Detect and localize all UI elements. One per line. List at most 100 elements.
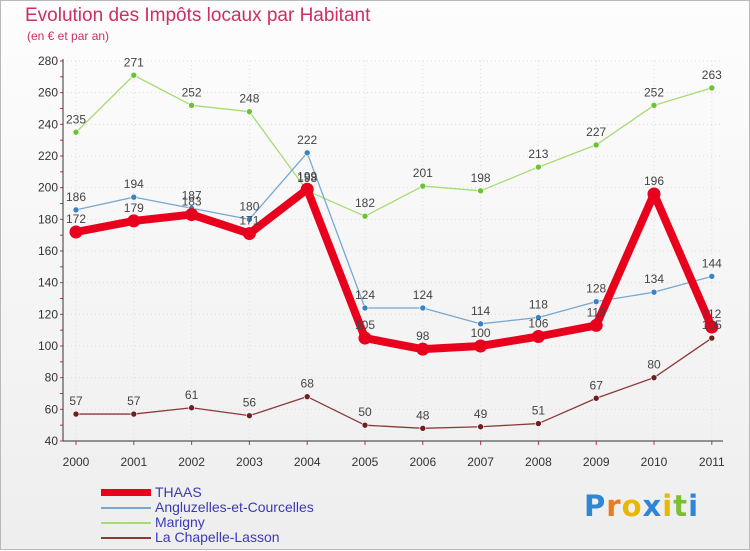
y-tick-label-40: 40 [45, 434, 59, 448]
series-line-thaas [72, 185, 716, 354]
data-point-la-chapelle [535, 420, 542, 427]
data-point-thaas [589, 318, 603, 332]
data-label-marigny: 227 [586, 125, 606, 139]
brand-letter: t [673, 489, 689, 523]
y-tick-label-260: 260 [38, 86, 58, 100]
data-label-thaas: 112 [702, 307, 721, 321]
data-label-marigny: 182 [355, 196, 375, 210]
data-point-thaas [531, 330, 545, 343]
y-tick-label-180: 180 [38, 212, 58, 226]
data-point-marigny [72, 128, 80, 136]
data-label-la-chapelle: 48 [416, 408, 430, 422]
data-label-thaas: 196 [644, 174, 664, 188]
data-label-la-chapelle: 105 [702, 318, 722, 332]
data-point-angluzelles [708, 273, 716, 280]
x-tick-label-2003: 2003 [236, 455, 263, 469]
x-tick-label-2004: 2004 [294, 455, 321, 469]
data-point-thaas [69, 225, 83, 239]
data-label-thaas: 113 [587, 305, 606, 319]
legend-swatch-angluzelles [101, 507, 151, 509]
data-label-angluzelles: 124 [355, 288, 375, 302]
data-point-angluzelles [130, 193, 138, 201]
data-label-la-chapelle: 57 [69, 394, 83, 408]
y-tick-label-60: 60 [45, 402, 59, 416]
data-label-marigny: 271 [124, 55, 144, 69]
data-label-la-chapelle: 68 [301, 377, 315, 391]
data-point-angluzelles [477, 320, 484, 328]
legend-label-thaas: THAAS [155, 484, 202, 500]
x-tick-label-2001: 2001 [120, 455, 147, 469]
data-point-angluzelles [246, 216, 253, 223]
data-label-marigny: 248 [239, 92, 259, 106]
y-tick-label-220: 220 [38, 149, 58, 163]
data-point-la-chapelle [130, 410, 138, 418]
data-label-marigny: 213 [528, 147, 548, 161]
data-point-angluzelles [592, 298, 600, 305]
data-point-angluzelles [361, 304, 369, 312]
data-point-la-chapelle [650, 374, 658, 381]
data-label-angluzelles: 114 [471, 304, 490, 318]
data-point-marigny [361, 212, 369, 220]
data-label-thaas: 179 [124, 201, 144, 215]
y-tick-label-240: 240 [38, 117, 58, 131]
legend-label-angluzelles: Angluzelles-et-Courcelles [155, 499, 314, 515]
data-label-la-chapelle: 56 [243, 396, 257, 410]
data-label-angluzelles: 180 [239, 199, 259, 213]
data-point-angluzelles [419, 304, 427, 312]
data-point-la-chapelle [419, 425, 427, 432]
legend-label-marigny: Marigny [155, 514, 205, 530]
data-label-thaas: 171 [239, 214, 259, 228]
data-label-thaas: 106 [528, 317, 548, 331]
data-label-marigny: 252 [644, 85, 664, 99]
legend-swatch-thaas [101, 489, 151, 496]
proxiti-logo: Proxiti [584, 489, 699, 523]
x-tick-label-2009: 2009 [583, 455, 610, 469]
data-point-la-chapelle [188, 404, 195, 412]
data-point-marigny [419, 182, 427, 190]
brand-letter: i [688, 489, 700, 523]
data-point-la-chapelle [303, 393, 311, 400]
data-point-marigny [535, 163, 542, 171]
data-label-la-chapelle: 61 [185, 388, 199, 402]
x-tick-label-2000: 2000 [63, 455, 90, 469]
data-point-marigny [708, 84, 716, 92]
data-label-thaas: 100 [471, 326, 491, 340]
y-tick-label-200: 200 [38, 181, 58, 195]
data-point-la-chapelle [477, 423, 484, 431]
data-label-la-chapelle: 80 [647, 358, 661, 372]
data-point-angluzelles [535, 314, 542, 321]
data-label-marigny: 252 [182, 85, 202, 99]
data-label-angluzelles: 128 [586, 282, 606, 296]
y-tick-label-280: 280 [38, 54, 58, 68]
y-tick-label-160: 160 [38, 244, 58, 258]
data-label-la-chapelle: 49 [474, 407, 488, 421]
chart-subtitle: (en € et par an) [27, 29, 110, 43]
brand-letter: P [584, 489, 607, 523]
data-label-marigny: 198 [297, 171, 317, 185]
data-label-la-chapelle: 57 [127, 394, 141, 408]
data-point-thaas [242, 227, 256, 241]
data-label-thaas: 105 [355, 318, 375, 332]
data-point-marigny [650, 102, 658, 109]
x-tick-label-2008: 2008 [525, 455, 552, 469]
data-point-thaas [474, 339, 488, 353]
data-point-marigny [592, 141, 600, 149]
data-label-la-chapelle: 67 [590, 378, 604, 392]
data-label-marigny: 235 [66, 112, 86, 126]
data-label-angluzelles: 187 [182, 188, 202, 202]
series-line-marigny [75, 74, 713, 217]
data-point-thaas [416, 342, 430, 356]
data-label-thaas: 172 [66, 212, 86, 226]
legend-swatch-marigny [101, 522, 151, 524]
data-label-marigny: 263 [702, 68, 722, 82]
brand-letter: i [662, 489, 674, 523]
series-lines [69, 71, 719, 432]
data-point-thaas [185, 208, 199, 222]
data-label-angluzelles: 118 [529, 298, 548, 312]
data-point-la-chapelle [361, 421, 369, 429]
data-label-angluzelles: 144 [702, 256, 722, 270]
data-label-angluzelles: 194 [124, 177, 144, 191]
data-label-angluzelles: 186 [66, 190, 86, 204]
x-tick-label-2006: 2006 [409, 455, 436, 469]
series-line-la-chapelle [75, 337, 713, 429]
